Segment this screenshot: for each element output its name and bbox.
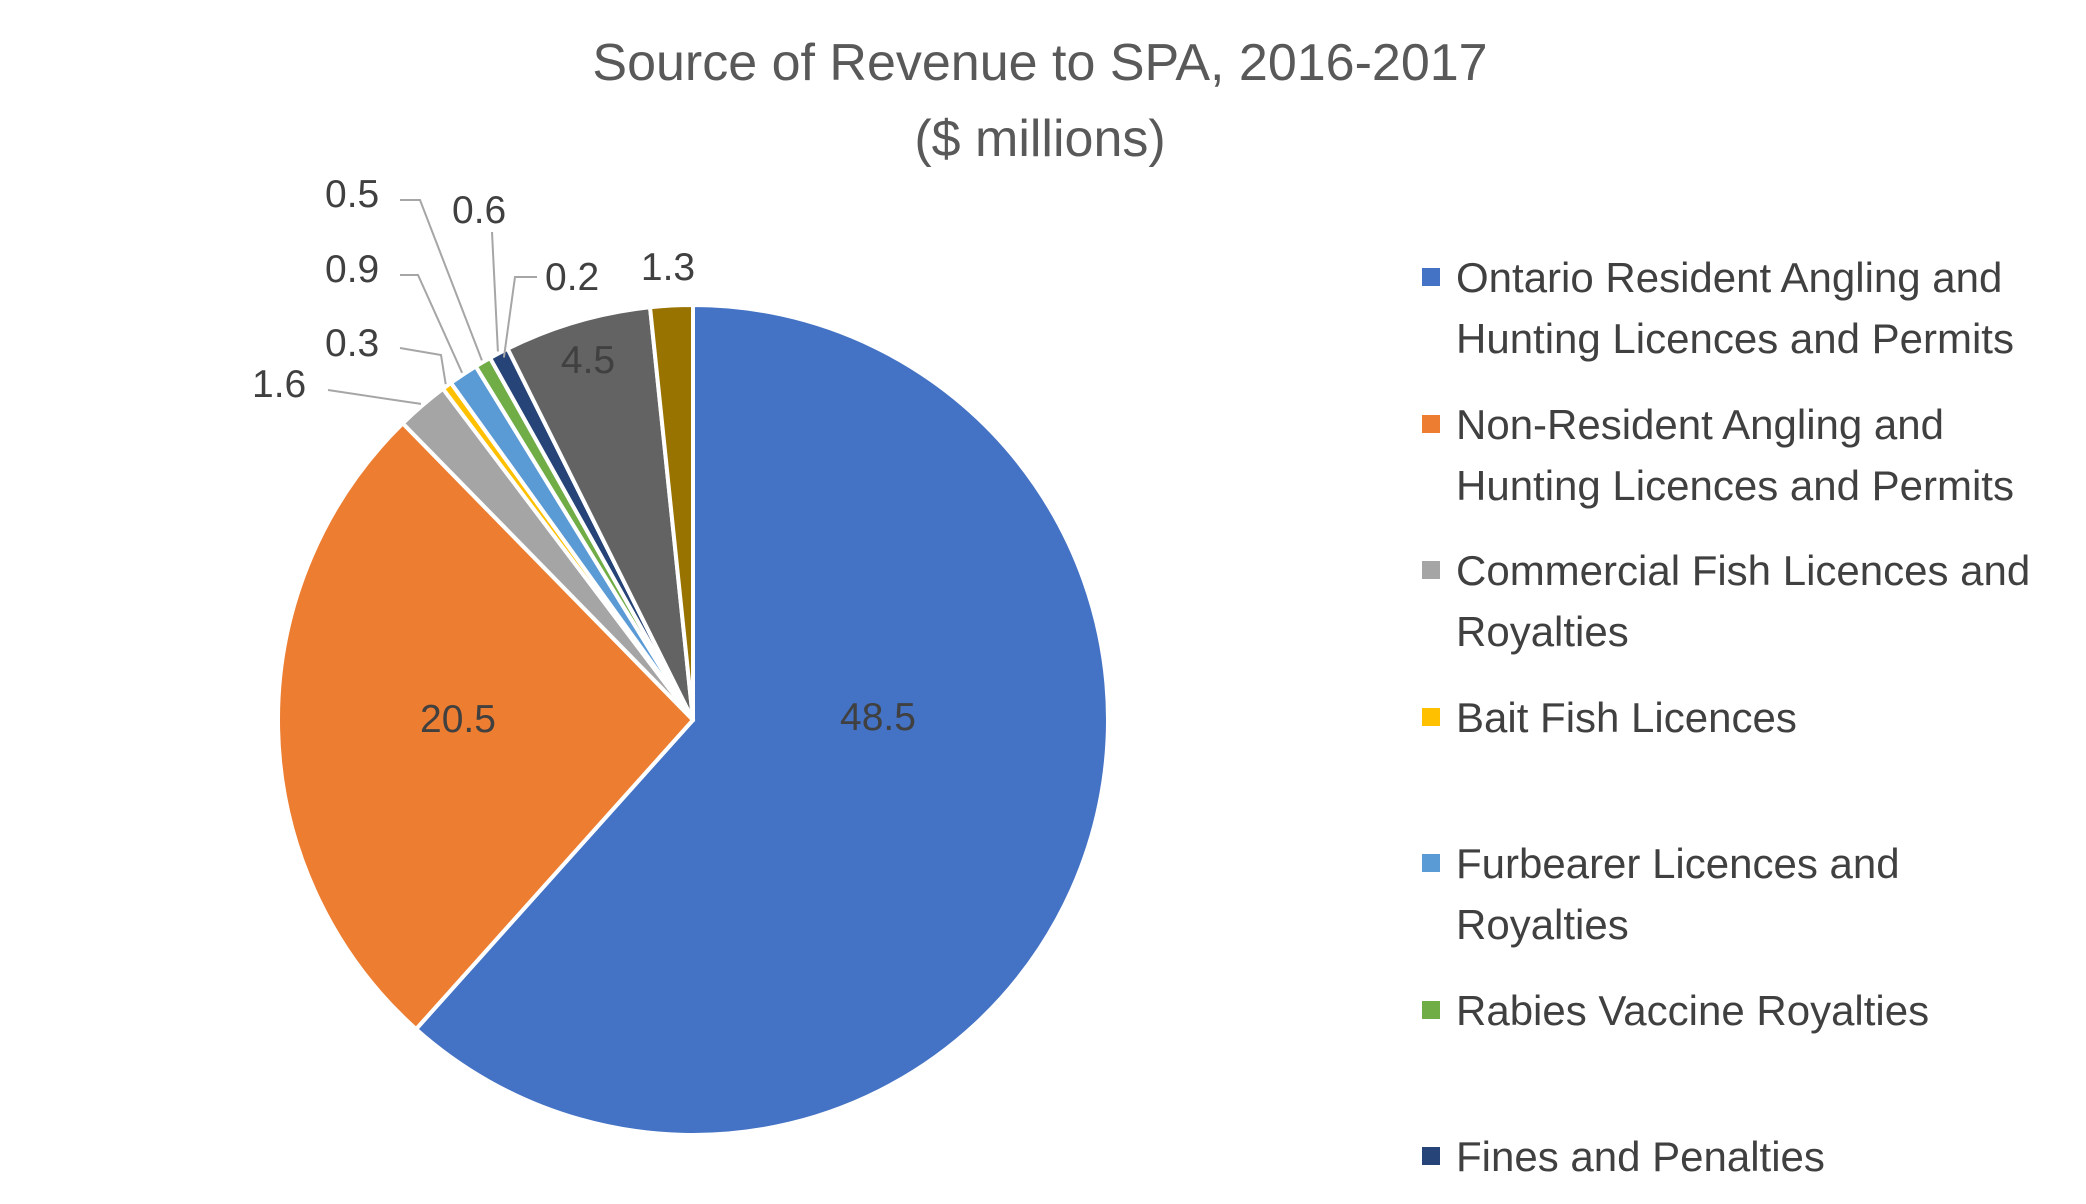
legend-label-1: Hunting Licences and Permits [1456,315,2014,362]
legend-label-5: Furbearer Licences and [1456,840,1900,887]
pie-slice-9 [648,302,695,722]
leader-line-5 [400,274,464,374]
legend-swatch-2 [1422,415,1440,433]
legend-label-7: Fines and Penalties [1456,1133,1825,1180]
legend-label-5: Royalties [1456,901,1629,948]
chart-title-line-1: Source of Revenue to SPA, 2016-2017 [592,34,1487,92]
legend: Ontario Resident Angling and Hunting Lice… [1422,254,2030,1180]
legend-label-3: Royalties [1456,608,1629,655]
leader-line-extra [502,276,537,358]
data-label-4: 0.3 [325,322,379,365]
data-label-5: 0.9 [325,248,379,291]
data-label-2: 20.5 [420,698,496,741]
pie-slice-8 [505,305,695,722]
data-label-3: 1.6 [252,363,306,406]
chart-title-line-2: ($ millions) [914,110,1165,168]
data-label-extra: 0.2 [545,256,599,299]
data-label-6: 0.5 [325,173,379,216]
legend-swatch-3 [1422,561,1440,579]
legend-swatch-7 [1422,1147,1440,1165]
legend-label-4: Bait Fish Licences [1456,694,1797,741]
pie-slice-1 [414,303,1110,1137]
leader-line-7 [491,231,499,352]
legend-label-2: Non-Resident Angling and [1456,401,1944,448]
leader-line-3 [327,389,422,405]
pie-slices [276,302,1110,1137]
legend-label-2: Hunting Licences and Permits [1456,462,2014,509]
legend-label-1: Ontario Resident Angling and [1456,254,2002,301]
legend-label-6: Rabies Vaccine Royalties [1456,987,1929,1034]
pie-slice-2 [276,421,695,1032]
leader-line-6 [400,199,483,361]
data-label-8: 4.5 [561,339,615,382]
leader-lines [327,199,537,405]
legend-swatch-4 [1422,708,1440,726]
data-label-9: 1.3 [641,246,695,289]
legend-label-3: Commercial Fish Licences and [1456,547,2030,594]
chart-title: Source of Revenue to SPA, 2016-2017 ($ m… [592,34,1487,168]
data-label-7: 0.6 [452,189,506,232]
data-labels: 48.5 20.5 4.5 1.6 0.3 0.9 0.5 0.6 1.3 0.2 [252,173,916,741]
leader-line-4 [399,347,447,385]
legend-swatch-6 [1422,1001,1440,1019]
data-label-1: 48.5 [840,696,916,739]
legend-swatch-5 [1422,854,1440,872]
legend-swatch-1 [1422,268,1440,286]
